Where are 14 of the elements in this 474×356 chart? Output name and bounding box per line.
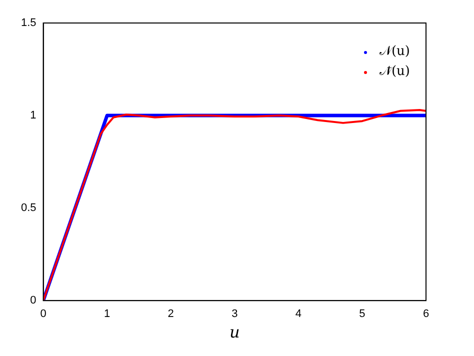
x-tick-label: 1 <box>104 308 110 320</box>
x-tick-label: 2 <box>168 308 174 320</box>
x-tick-label: 3 <box>232 308 238 320</box>
y-tick-label: 1 <box>30 110 36 122</box>
x-tick-label: 6 <box>422 308 430 320</box>
y-tick-label: 0 <box>30 294 36 307</box>
y-tick-label: 0.5 <box>20 202 36 214</box>
legend-label: 𝒩̃(u) <box>379 63 410 81</box>
x-axis-title: u <box>229 322 240 342</box>
legend-label: 𝒩(u) <box>379 43 410 61</box>
x-tick-label: 0 <box>40 308 46 320</box>
x-tick-label: 5 <box>359 308 366 320</box>
x-tick-label: 4 <box>295 308 302 320</box>
y-tick-label: 1.5 <box>20 17 36 30</box>
